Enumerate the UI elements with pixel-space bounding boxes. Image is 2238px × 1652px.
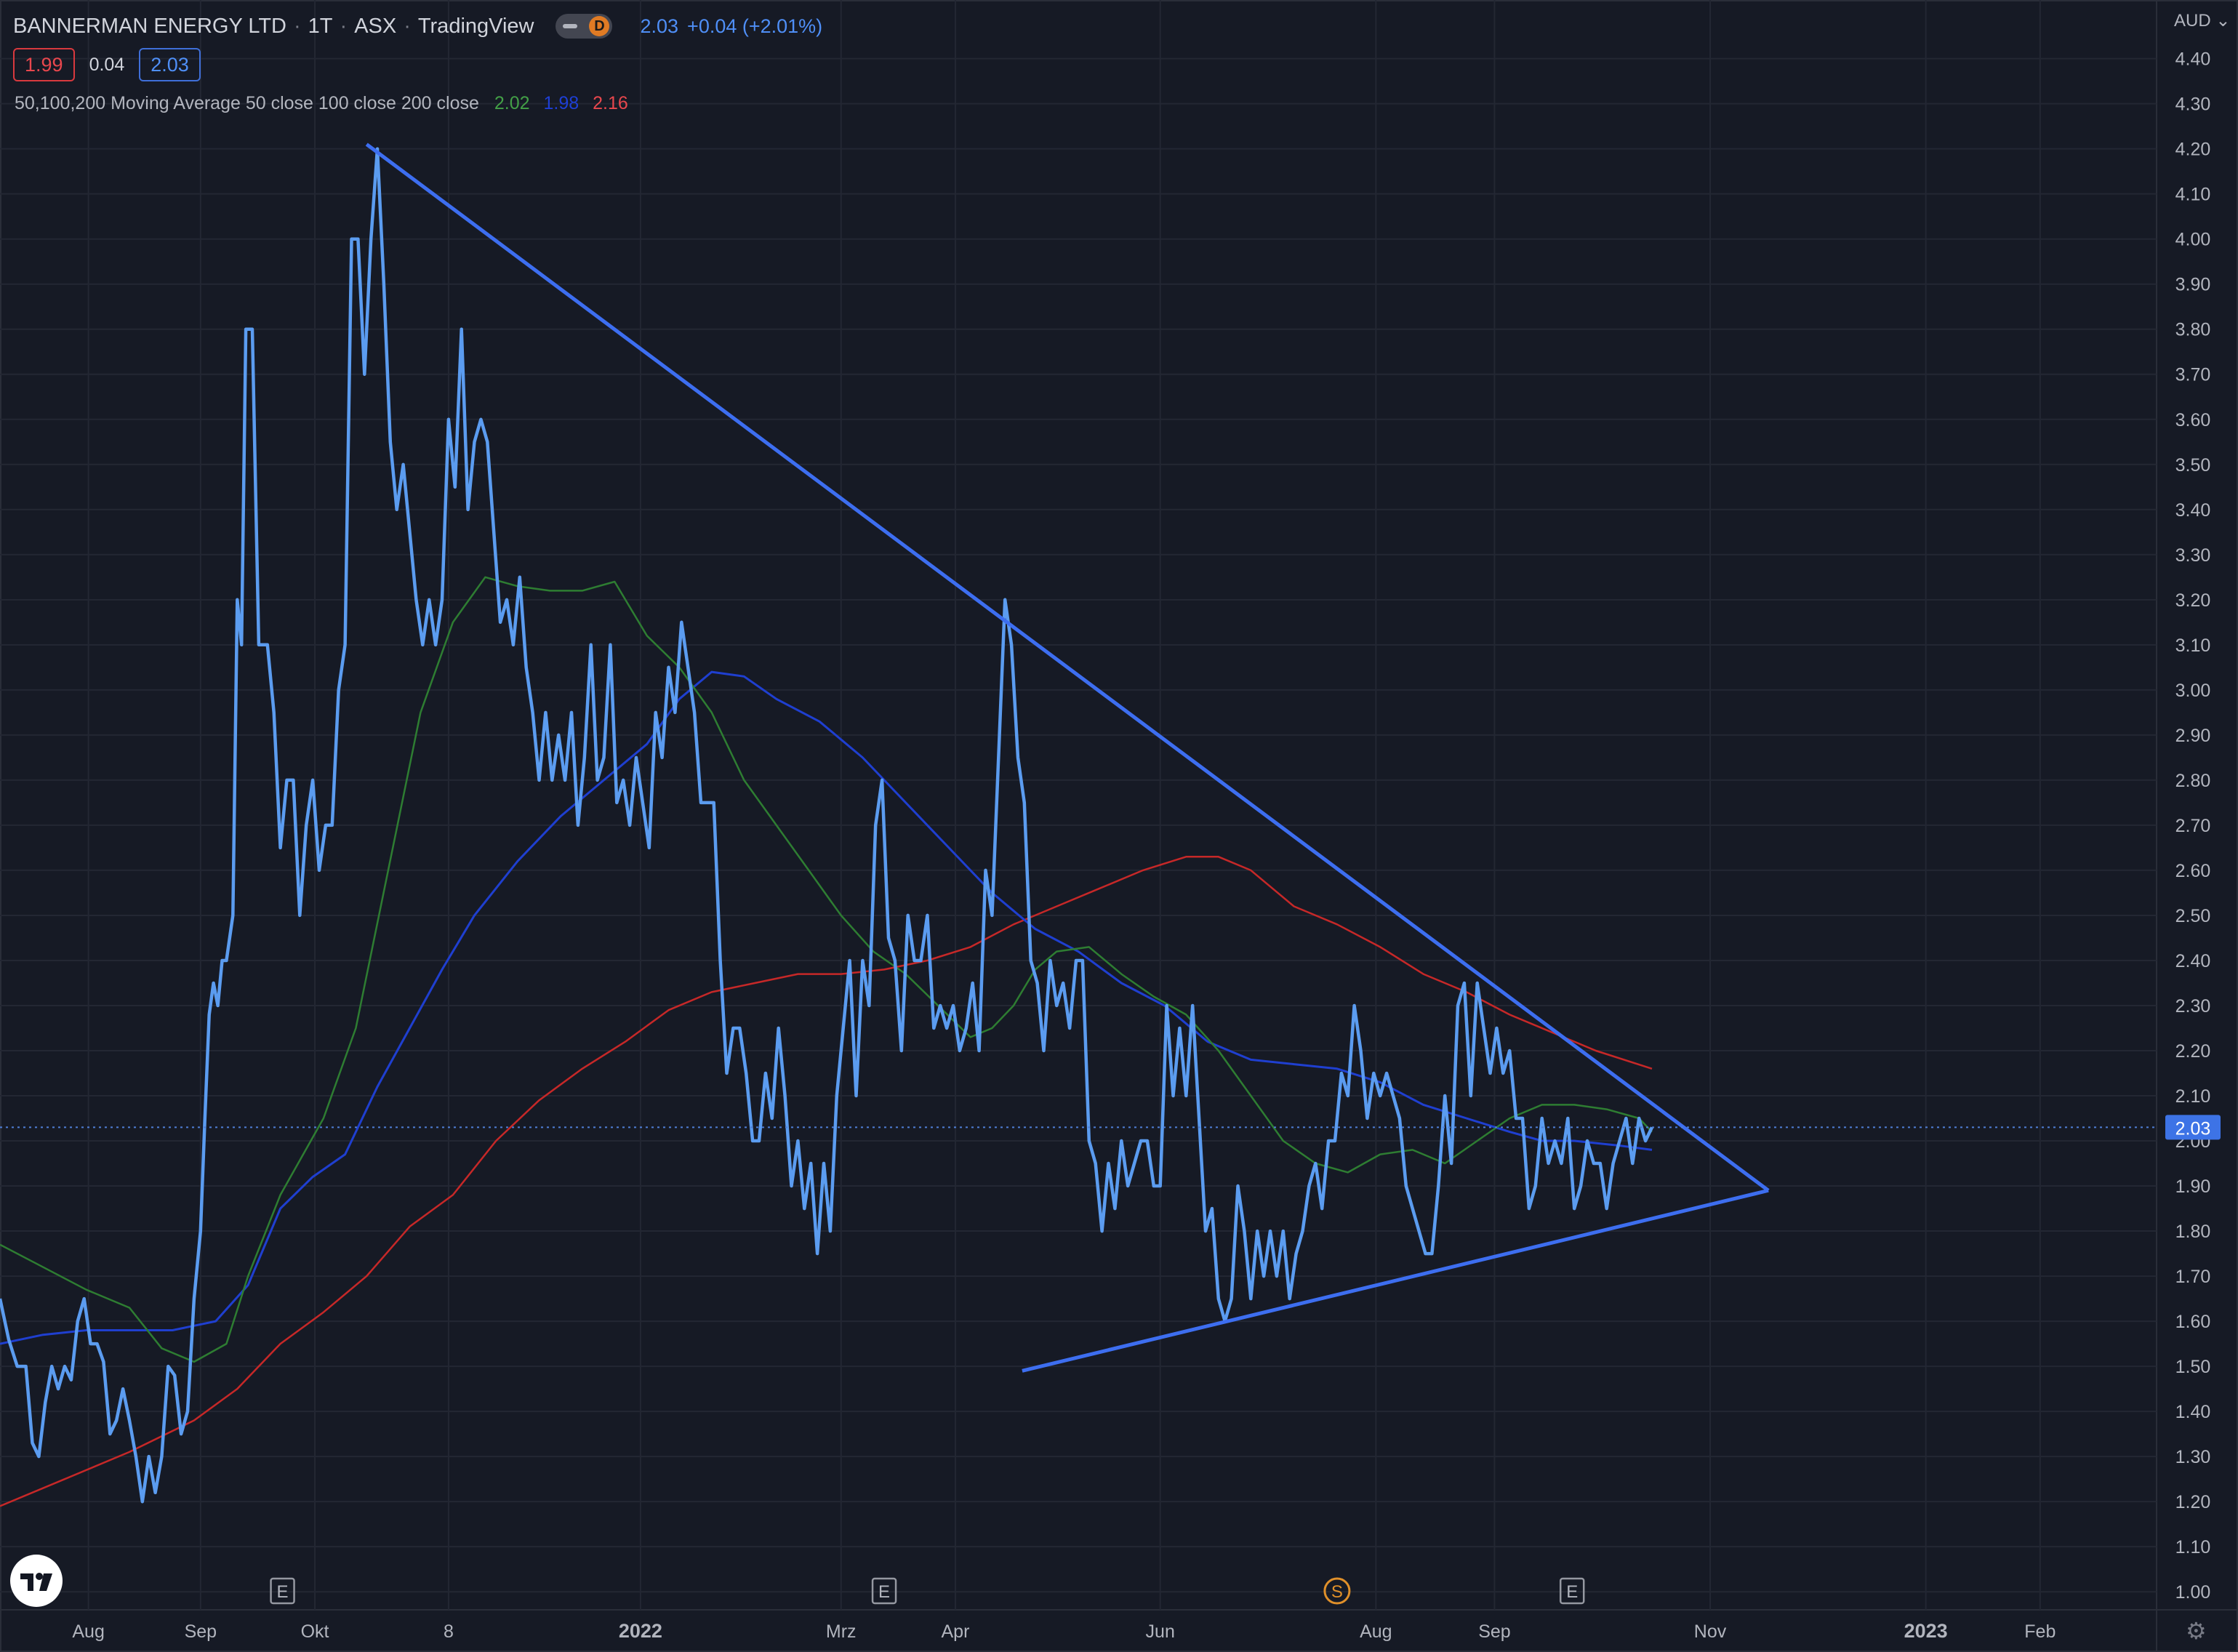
- time-tick-label: Aug: [72, 1621, 104, 1642]
- source-label: TradingView: [417, 14, 534, 38]
- gear-icon[interactable]: ⚙: [2186, 1618, 2207, 1644]
- separator: ·: [294, 14, 301, 38]
- ma200-value: 2.16: [593, 93, 628, 113]
- interval-label[interactable]: 1T: [308, 14, 333, 38]
- time-tick-label: Mrz: [826, 1621, 857, 1642]
- price-tick-label: 4.40: [2175, 49, 2211, 70]
- ma100-value: 1.98: [543, 93, 579, 113]
- indicator-legend[interactable]: 50,100,200 Moving Average 50 close 100 c…: [15, 93, 628, 114]
- series-line-ma50: [0, 576, 1653, 1363]
- price-tick-label: 1.20: [2175, 1492, 2211, 1512]
- price-tick-label: 4.20: [2175, 140, 2211, 160]
- price-axis[interactable]: 4.40 4.30 4.20 4.10 4.00 3.90 3.80 3.70 3.60 3.50…: [0, 49, 2221, 1603]
- price-tick-label: 3.30: [2175, 545, 2211, 566]
- header-last-price: 2.03: [640, 15, 679, 37]
- last-price-box[interactable]: 2.03: [139, 48, 201, 81]
- symbol-name[interactable]: BANNERMAN ENERGY LTD: [13, 14, 286, 38]
- price-tick-label: 4.00: [2175, 230, 2211, 250]
- time-tick-label: Jun: [1146, 1621, 1175, 1642]
- ma50-line-layer: [0, 576, 1653, 1363]
- tradingview-logo-icon[interactable]: [10, 1555, 63, 1607]
- prev-close-box[interactable]: 1.99: [13, 48, 75, 81]
- series-line-price: [0, 147, 1654, 1504]
- event-marker-label: E: [277, 1582, 289, 1602]
- chevron-down-icon: ⌄: [2215, 11, 2231, 31]
- time-tick-label: Aug: [1360, 1621, 1392, 1642]
- price-tick-label: 2.20: [2175, 1041, 2211, 1062]
- series-line-ma100: [0, 670, 1653, 1345]
- time-tick-label: Apr: [941, 1621, 969, 1642]
- price-tick-label: 1.30: [2175, 1447, 2211, 1467]
- separator: ·: [404, 14, 411, 38]
- price-tick-label: 3.70: [2175, 365, 2211, 385]
- price-tick-label: 2.80: [2175, 771, 2211, 791]
- price-tick-label: 2.50: [2175, 906, 2211, 926]
- price-tick-label: 2.40: [2175, 951, 2211, 971]
- price-tick-label: 4.10: [2175, 185, 2211, 205]
- price-tick-label: 4.30: [2175, 95, 2211, 115]
- split-marker: [1323, 1577, 1351, 1605]
- time-tick-label: 8: [444, 1621, 454, 1642]
- time-tick-label: Sep: [1478, 1621, 1510, 1642]
- trendline-layer[interactable]: [365, 143, 1770, 1373]
- interval-badge: D: [589, 16, 610, 36]
- price-tick-label: 3.60: [2175, 410, 2211, 430]
- price-tick-label: 2.70: [2175, 816, 2211, 836]
- header-change: +0.04 (+2.01%): [687, 15, 823, 37]
- event-marker-label: E: [1566, 1582, 1578, 1602]
- separator: ·: [340, 14, 348, 38]
- price-tick-label: 3.90: [2175, 275, 2211, 295]
- price-tick-label: 2.90: [2175, 726, 2211, 746]
- time-tick-label: Feb: [2024, 1621, 2055, 1642]
- price-tick-label: 3.50: [2175, 455, 2211, 476]
- ma100-line-layer: [0, 670, 1653, 1345]
- time-tick-label: Okt: [301, 1621, 329, 1642]
- trendline-resistance: [365, 143, 1770, 1192]
- price-tick-label: 3.10: [2175, 635, 2211, 656]
- time-tick-label: Sep: [185, 1621, 217, 1642]
- price-tick-label: 1.40: [2175, 1402, 2211, 1422]
- ma50-value: 2.02: [494, 93, 530, 113]
- trendline-support: [1022, 1188, 1769, 1373]
- price-tick-label: 1.60: [2175, 1312, 2211, 1332]
- currency-label: AUD: [2174, 11, 2211, 31]
- last-price-tag: 2.03: [2175, 1118, 2211, 1139]
- event-marker-label: S: [1331, 1582, 1343, 1602]
- last-price-tag-bg: [2165, 1115, 2221, 1140]
- change-abs: 0.04: [89, 54, 125, 75]
- price-tick-label: 1.10: [2175, 1537, 2211, 1557]
- earnings-marker: [871, 1577, 897, 1605]
- price-tick-label: 1.80: [2175, 1222, 2211, 1242]
- symbol-header: BANNERMAN ENERGY LTD · 1T · ASX · Tradin…: [13, 10, 822, 42]
- time-tick-label: 2023: [1904, 1620, 1948, 1642]
- price-line-layer: [0, 147, 1654, 1504]
- price-tick-label: 1.90: [2175, 1176, 2211, 1197]
- price-tick-label: 2.10: [2175, 1086, 2211, 1107]
- indicator-label: 50,100,200 Moving Average 50 close 100 c…: [15, 93, 479, 113]
- price-tick-label: 2.30: [2175, 996, 2211, 1017]
- earnings-marker: [1559, 1577, 1585, 1605]
- price-tick-label: 1.50: [2175, 1357, 2211, 1377]
- time-axis[interactable]: Aug Sep Okt 8 2022 Mrz Apr Jun Aug Sep Nov 2023 Feb: [72, 1620, 2055, 1642]
- time-tick-label: Nov: [1694, 1621, 1727, 1642]
- earnings-marker: [270, 1577, 295, 1605]
- toggle-icon: [563, 24, 578, 28]
- price-tick-label: 1.70: [2175, 1267, 2211, 1287]
- exchange-label: ASX: [354, 14, 397, 38]
- price-tick-label: 3.80: [2175, 320, 2211, 340]
- interval-toggle[interactable]: D: [556, 14, 613, 39]
- price-tick-label: 3.40: [2175, 500, 2211, 521]
- price-tick-label: 1.00: [2175, 1582, 2211, 1603]
- time-tick-label: 2022: [619, 1620, 662, 1642]
- price-tick-label: 3.20: [2175, 590, 2211, 611]
- ohlc-row: 1.99 0.04 2.03: [13, 48, 201, 81]
- price-tick-label: 3.00: [2175, 681, 2211, 701]
- price-tick-label: 2.60: [2175, 861, 2211, 881]
- currency-menu[interactable]: AUD ⌄: [2174, 10, 2230, 31]
- event-marker-label: E: [878, 1582, 890, 1602]
